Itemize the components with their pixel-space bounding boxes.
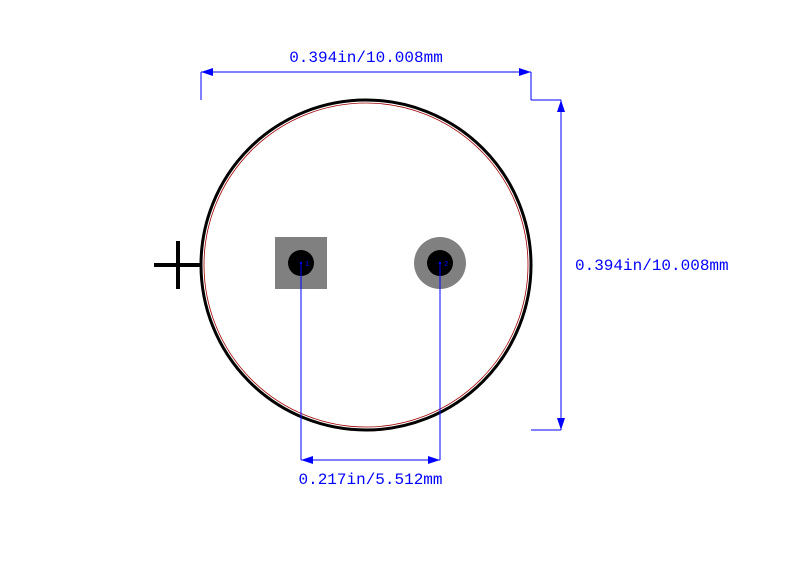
pad-1-label: 1 (305, 261, 309, 269)
dim-bottom-text: 0.217in/5.512mm (298, 471, 442, 489)
canvas-bg (0, 0, 800, 579)
dim-top-text: 0.394in/10.008mm (289, 49, 443, 67)
dim-right-text: 0.394in/10.008mm (575, 257, 729, 275)
pad-2-label: 2 (444, 261, 448, 269)
